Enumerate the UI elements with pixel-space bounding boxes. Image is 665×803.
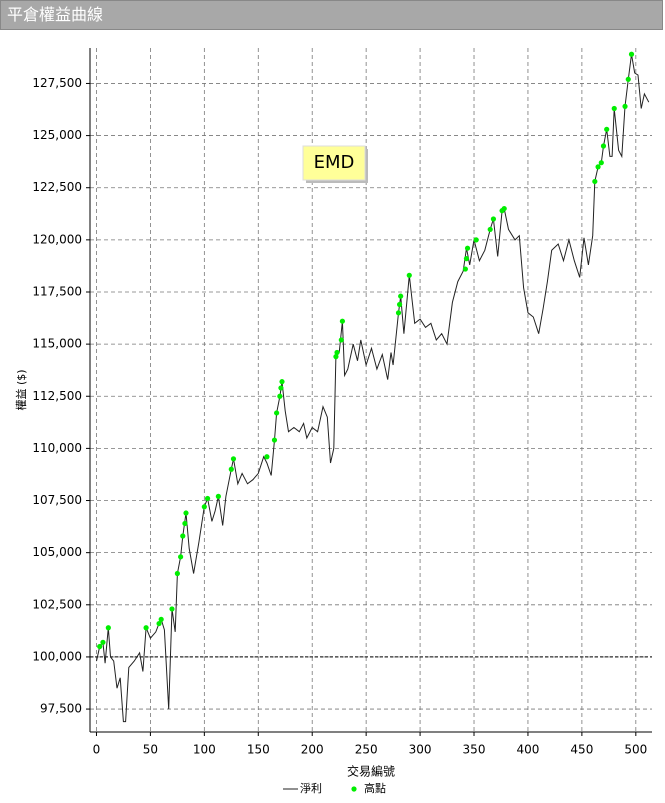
high-point xyxy=(473,237,479,243)
y-tick-label: 125,000 xyxy=(32,128,82,142)
high-point xyxy=(406,272,412,278)
high-point xyxy=(490,216,497,222)
high-point xyxy=(622,103,628,109)
high-point xyxy=(230,456,237,462)
high-point xyxy=(182,520,188,527)
high-point xyxy=(264,454,270,460)
x-tick-label: 300 xyxy=(409,743,432,757)
y-tick-label: 102,500 xyxy=(32,597,82,611)
high-point xyxy=(501,205,507,212)
y-axis-title: 權益 ($) xyxy=(14,369,28,410)
high-point xyxy=(100,639,106,645)
high-point xyxy=(204,495,211,502)
high-point xyxy=(487,226,493,233)
high-point xyxy=(339,318,346,324)
x-tick-label: 350 xyxy=(463,743,486,757)
y-tick-label: 97,500 xyxy=(40,702,82,716)
legend-label: 淨利 xyxy=(300,782,322,795)
high-point xyxy=(156,620,162,627)
y-tick-label: 115,000 xyxy=(32,337,82,351)
high-point xyxy=(625,76,631,82)
high-point xyxy=(396,301,403,308)
y-tick-label: 105,000 xyxy=(32,545,82,559)
high-point xyxy=(398,293,404,299)
high-point xyxy=(334,349,340,356)
high-point xyxy=(595,164,601,170)
high-point xyxy=(333,354,339,360)
high-point xyxy=(201,504,207,510)
y-tick-label: 107,500 xyxy=(32,493,82,507)
high-point xyxy=(174,570,180,577)
high-point xyxy=(338,337,344,343)
high-point xyxy=(169,606,175,612)
high-point xyxy=(228,466,234,472)
x-tick-label: 150 xyxy=(247,743,270,757)
window-title: 平倉權益曲線 xyxy=(0,0,663,30)
high-point xyxy=(180,533,186,539)
high-point xyxy=(279,379,285,385)
x-tick-label: 0 xyxy=(93,743,101,757)
high-point xyxy=(600,143,607,149)
x-tick-label: 500 xyxy=(624,743,647,757)
x-tick-label: 450 xyxy=(570,743,593,757)
y-tick-label: 100,000 xyxy=(32,649,82,663)
high-point xyxy=(395,310,402,316)
high-point xyxy=(278,385,284,391)
annotation: EMD xyxy=(314,152,355,173)
high-point xyxy=(604,126,610,132)
high-point xyxy=(592,178,598,185)
high-point xyxy=(628,51,635,57)
high-point xyxy=(274,410,280,416)
y-tick-label: 122,500 xyxy=(32,180,82,194)
high-point xyxy=(598,160,604,166)
high-point xyxy=(462,266,468,272)
high-point xyxy=(105,625,111,631)
high-point xyxy=(464,245,471,251)
x-tick-label: 250 xyxy=(355,743,378,757)
y-tick-label: 117,500 xyxy=(32,284,82,298)
x-tick-label: 200 xyxy=(301,743,324,757)
high-point xyxy=(97,643,103,650)
y-tick-label: 120,000 xyxy=(32,232,82,246)
high-point xyxy=(611,105,617,112)
legend-label: 高點 xyxy=(364,781,386,795)
high-point xyxy=(277,393,283,399)
high-point xyxy=(143,625,149,631)
y-tick-label: 127,500 xyxy=(32,76,82,90)
x-axis-title: 交易編號 xyxy=(347,764,395,779)
high-point xyxy=(215,493,221,499)
high-point xyxy=(463,256,470,262)
high-point xyxy=(178,554,184,560)
x-tick-label: 100 xyxy=(193,743,216,757)
x-tick-label: 50 xyxy=(143,743,158,757)
y-tick-label: 112,500 xyxy=(32,389,82,403)
y-tick-label: 110,000 xyxy=(32,441,82,455)
annotation-box xyxy=(302,145,366,181)
high-point xyxy=(158,616,164,622)
high-point xyxy=(271,437,278,443)
equity-line xyxy=(96,54,650,723)
legend-swatch xyxy=(351,786,357,792)
chart: 97,500 100,000 102,500 105,000 107,500 110,00… xyxy=(14,48,652,795)
x-tick-label: 400 xyxy=(516,743,539,757)
high-point xyxy=(183,510,189,516)
